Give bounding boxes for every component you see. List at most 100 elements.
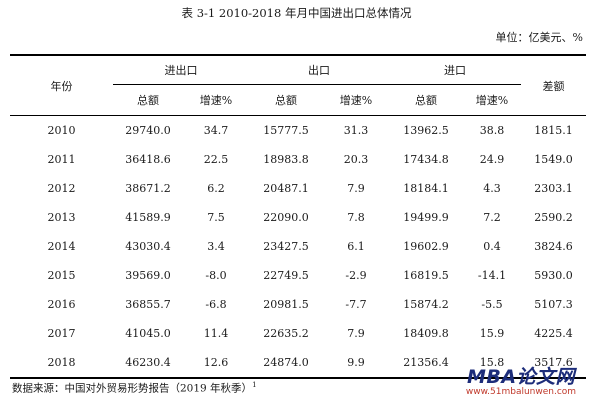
table-row: 2014 43030.4 3.4 23427.5 6.1 19602.9 0.4 3824.6	[10, 232, 586, 261]
cell-diff: 5107.3	[534, 298, 573, 311]
header-group-export: 出口	[249, 54, 389, 85]
cell-total-growth: 6.2	[207, 182, 225, 195]
cell-import-growth: 0.4	[483, 240, 501, 253]
subheader-import-growth: 增速%	[463, 84, 521, 116]
cell-export-amount: 18983.8	[263, 153, 309, 166]
cell-import-amount: 19602.9	[403, 240, 449, 253]
subheader-total-growth: 增速%	[183, 84, 249, 116]
cell-year: 2013	[47, 211, 76, 224]
cell-total-amount: 46230.4	[113, 348, 183, 379]
cell-export-amount: 22635.2	[263, 327, 309, 340]
header-group-import: 进口	[389, 54, 521, 85]
cell-total-amount: 41589.9	[125, 211, 171, 224]
table-row: 2010 29740.0 34.7 15777.5 31.3 13962.5 38.8 181…	[10, 116, 586, 146]
cell-export-growth: -2.9	[345, 269, 367, 282]
cell-export-amount: 15777.5	[263, 124, 309, 137]
footnote-marker: 1	[252, 381, 257, 389]
cell-year: 2016	[47, 298, 76, 311]
cell-import-amount: 17434.8	[403, 153, 449, 166]
header-year: 年份	[10, 54, 113, 116]
cell-diff: 3517.6	[521, 348, 586, 379]
cell-export-amount: 22090.0	[263, 211, 309, 224]
cell-import-amount: 15874.2	[403, 298, 449, 311]
table-row: 2012 38671.2 6.2 20487.1 7.9 18184.1 4.3 2303.1	[10, 174, 586, 203]
cell-total-growth: 3.4	[207, 240, 225, 253]
cell-year: 2011	[47, 153, 76, 166]
cell-total-amount: 38671.2	[125, 182, 171, 195]
subheader-total-amount: 总额	[113, 84, 183, 116]
cell-import-amount: 19499.9	[403, 211, 449, 224]
table-body: 2010 29740.0 34.7 15777.5 31.3 13962.5 38.8 181…	[10, 116, 586, 379]
cell-import-amount: 16819.5	[403, 269, 449, 282]
cell-import-growth: 7.2	[483, 211, 501, 224]
header-diff: 差额	[521, 54, 586, 116]
table-row: 2016 36855.7 -6.8 20981.5 -7.7 15874.2 -5.5 510…	[10, 290, 586, 319]
cell-import-growth: 38.8	[479, 124, 505, 137]
cell-total-growth: -8.0	[205, 269, 227, 282]
cell-diff: 2303.1	[534, 182, 573, 195]
cell-import-growth: -14.1	[477, 269, 507, 282]
site-watermark: MBA论文网 www.51mbalunwen.com	[455, 367, 587, 397]
cell-diff: 1815.1	[534, 124, 573, 137]
header-group-total: 进出口	[113, 54, 249, 85]
cell-export-amount: 22749.5	[263, 269, 309, 282]
cell-diff: 5930.0	[534, 269, 573, 282]
cell-export-growth: -7.7	[345, 298, 367, 311]
cell-total-growth: 34.7	[203, 124, 229, 137]
cell-import-amount: 18184.1	[403, 182, 449, 195]
cell-import-amount: 21356.4	[389, 348, 463, 379]
cell-year: 2012	[47, 182, 76, 195]
cell-import-growth: -5.5	[481, 298, 503, 311]
cell-diff: 3824.6	[534, 240, 573, 253]
cell-export-growth: 7.9	[347, 327, 365, 340]
cell-export-amount: 23427.5	[263, 240, 309, 253]
cell-export-growth: 20.3	[343, 153, 369, 166]
cell-year: 2014	[47, 240, 76, 253]
cell-export-growth: 7.9	[347, 182, 365, 195]
subheader-import-amount: 总额	[389, 84, 463, 116]
watermark-url: www.51mbalunwen.com	[465, 387, 577, 397]
cell-import-growth: 15.9	[479, 327, 505, 340]
data-source-note: 数据来源：中国对外贸易形势报告（2019 年秋季）1	[12, 377, 257, 395]
cell-total-amount: 39569.0	[125, 269, 171, 282]
cell-total-growth: 11.4	[203, 327, 229, 340]
table-row: 2013 41589.9 7.5 22090.0 7.8 19499.9 7.2 2590.2	[10, 203, 586, 232]
cell-export-growth: 31.3	[343, 124, 369, 137]
cell-total-growth: 12.6	[183, 348, 249, 379]
cell-total-amount: 36855.7	[125, 298, 171, 311]
cell-import-amount: 13962.5	[403, 124, 449, 137]
cell-total-growth: 7.5	[207, 211, 225, 224]
table-row: 2017 41045.0 11.4 22635.2 7.9 18409.8 15.9 4225…	[10, 319, 586, 348]
cell-diff: 2590.2	[534, 211, 573, 224]
cell-export-growth: 7.8	[347, 211, 365, 224]
subheader-export-growth: 增速%	[323, 84, 389, 116]
cell-total-amount: 36418.6	[125, 153, 171, 166]
table-caption: 表 3-1 2010-2018 年月中国进出口总体情况	[181, 6, 412, 20]
unit-note: 单位：亿美元、%	[495, 31, 583, 44]
cell-total-amount: 43030.4	[125, 240, 171, 253]
cell-export-amount: 24874.0	[249, 348, 323, 379]
cell-import-growth: 24.9	[479, 153, 505, 166]
cell-export-amount: 20981.5	[263, 298, 309, 311]
data-source-text: 数据来源：中国对外贸易形势报告（2019 年秋季）	[12, 382, 253, 395]
cell-export-growth: 6.1	[347, 240, 365, 253]
table-row: 2018 46230.4 12.6 24874.0 9.9 21356.4 15.8 3517…	[10, 348, 586, 379]
cell-total-amount: 29740.0	[125, 124, 171, 137]
table-row: 2015 39569.0 -8.0 22749.5 -2.9 16819.5 -14.1 59…	[10, 261, 586, 290]
cell-year: 2010	[47, 124, 76, 137]
cell-export-growth: 9.9	[323, 348, 389, 379]
trade-stats-table: 年份 进出口 出口 进口 差额 总额 增速% 总额 增速% 总额 增速% 201…	[10, 54, 586, 379]
cell-export-amount: 20487.1	[263, 182, 309, 195]
cell-diff: 1549.0	[534, 153, 573, 166]
cell-total-amount: 41045.0	[125, 327, 171, 340]
cell-diff: 4225.4	[534, 327, 573, 340]
subheader-export-amount: 总额	[249, 84, 323, 116]
cell-total-growth: -6.8	[205, 298, 227, 311]
cell-import-amount: 18409.8	[403, 327, 449, 340]
cell-year: 2018	[10, 348, 113, 379]
table-row: 2011 36418.6 22.5 18983.8 20.3 17434.8 24.9 154…	[10, 145, 586, 174]
cell-year: 2015	[47, 269, 76, 282]
cell-total-growth: 22.5	[203, 153, 229, 166]
cell-import-growth: 15.8	[463, 348, 521, 379]
cell-import-growth: 4.3	[483, 182, 501, 195]
